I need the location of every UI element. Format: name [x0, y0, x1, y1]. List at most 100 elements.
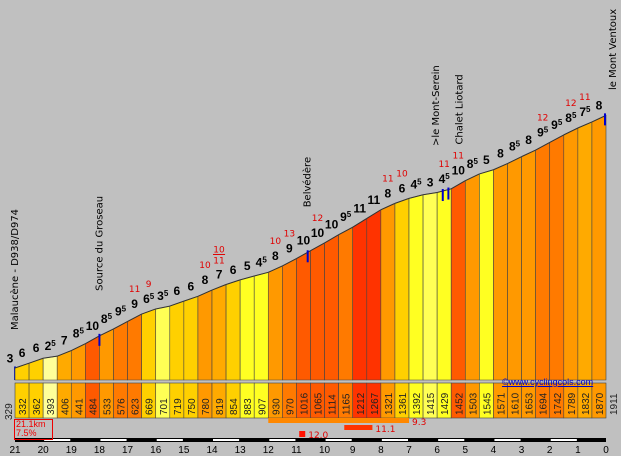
- profile-outline: [113, 320, 128, 330]
- max-gradient-label: 10: [396, 169, 408, 179]
- altitude-label: 1267: [370, 392, 381, 415]
- gradient-label: 8: [497, 147, 504, 161]
- altitude-label: 393: [46, 398, 57, 415]
- gradient-label: 9: [131, 297, 138, 311]
- profile-segment: [521, 149, 536, 381]
- profile-outline: [254, 271, 269, 277]
- altitude-label: 970: [285, 398, 296, 415]
- profile-segment: [324, 234, 339, 381]
- km-axis-segment: [156, 439, 183, 441]
- altitude-label: 780: [201, 398, 212, 415]
- profile-segment: [28, 357, 44, 381]
- km-axis-segment: [44, 439, 71, 441]
- max-gradient-label: 12: [312, 214, 323, 224]
- gradient-label: 8: [525, 133, 532, 147]
- max-gradient-label: 10: [199, 261, 211, 271]
- profile-segment: [563, 127, 579, 381]
- profile-segment: [338, 226, 354, 381]
- profile-outline: [183, 295, 199, 302]
- profile-outline: [225, 279, 241, 285]
- altitude-label: 1610: [511, 392, 522, 415]
- km-axis-segment: [494, 439, 521, 441]
- profile-segment: [493, 163, 508, 381]
- gradient-label: 6: [188, 279, 195, 293]
- profile-segment: [197, 289, 213, 381]
- profile-outline: [169, 300, 185, 307]
- gradient-label: 9: [286, 242, 293, 256]
- profile-outline: [535, 141, 550, 151]
- profile-segment: [507, 156, 522, 381]
- profile-segment: [127, 313, 142, 381]
- profile-segment: [352, 217, 368, 381]
- km-tick-label: 2: [547, 445, 553, 456]
- max-gradient-label: 13: [284, 230, 295, 240]
- gradient-label: 7: [216, 267, 223, 281]
- profile-outline: [591, 114, 607, 123]
- altitude-label: 1361: [398, 392, 409, 415]
- altitude-label: 1742: [553, 392, 564, 415]
- profile-outline: [563, 127, 579, 136]
- profile-segment: [436, 188, 452, 381]
- summary-gradient: 7.5%: [16, 428, 37, 438]
- steep-section-bar: [344, 425, 373, 430]
- max-gradient-label: 12: [537, 113, 548, 123]
- profile-outline: [197, 289, 213, 297]
- km-tick-label: 13: [235, 445, 247, 456]
- altitude-label: 750: [187, 398, 198, 415]
- altitude-label: 484: [88, 398, 99, 415]
- km-axis: [15, 438, 606, 442]
- gradient-label: 25: [45, 339, 57, 353]
- profile-segment: [394, 197, 410, 381]
- altitude-label: 1429: [440, 392, 451, 415]
- end-altitude-label: 1911: [609, 393, 620, 415]
- altitude-label: 441: [74, 398, 85, 415]
- profile-segment: [99, 328, 114, 381]
- profile-outline: [99, 328, 114, 337]
- profile-segment: [169, 300, 185, 381]
- gradient-label: 6: [173, 284, 180, 298]
- profile-segment: [42, 355, 58, 381]
- profile-segment: [282, 258, 297, 381]
- altitude-label: 719: [173, 398, 184, 415]
- profile-outline: [127, 313, 142, 322]
- steep-section-bar: [299, 431, 306, 437]
- km-axis-segment: [325, 439, 352, 441]
- profile-outline: [71, 343, 86, 352]
- credit-link[interactable]: ©www.cyclingcols.com: [502, 377, 594, 387]
- profile-outline: [282, 258, 297, 267]
- altitude-label: 1653: [525, 392, 536, 415]
- km-tick-label: 20: [38, 445, 50, 456]
- altitude-label: 1789: [567, 392, 578, 415]
- km-tick-label: 1: [575, 445, 581, 456]
- km-tick-label: 15: [178, 445, 190, 456]
- gradient-label: 6: [19, 346, 26, 360]
- altitude-label: 1392: [412, 392, 423, 415]
- profile-segment: [577, 121, 593, 381]
- gradient-label: 75: [579, 105, 591, 119]
- km-tick-label: 7: [406, 445, 412, 456]
- gradient-label: 10: [311, 226, 325, 240]
- profile-outline: [422, 191, 438, 196]
- km-axis-segment: [100, 439, 127, 441]
- profile-outline: [479, 169, 494, 175]
- profile-outline: [211, 284, 227, 291]
- km-tick-label: 4: [491, 445, 497, 456]
- profile-segment: [113, 320, 128, 381]
- profile-segment: [239, 275, 255, 381]
- gradient-label: 35: [157, 289, 169, 303]
- km-tick-label: 8: [378, 445, 384, 456]
- gradient-label: 10: [297, 234, 311, 248]
- steep-section-label: 12.0: [308, 431, 328, 441]
- gradient-label: 10: [452, 164, 466, 178]
- km-tick-label: 21: [9, 445, 21, 456]
- gradient-label: 10: [86, 319, 100, 333]
- profile-segment: [450, 180, 466, 381]
- max-gradient-label: 10: [270, 237, 282, 247]
- gradient-label: 5: [244, 259, 251, 273]
- place-marker: [98, 333, 101, 346]
- gradient-label: 85: [101, 312, 113, 326]
- gradient-label: 95: [340, 210, 352, 224]
- altitude-label: 669: [145, 398, 156, 415]
- place-marker: [604, 113, 606, 126]
